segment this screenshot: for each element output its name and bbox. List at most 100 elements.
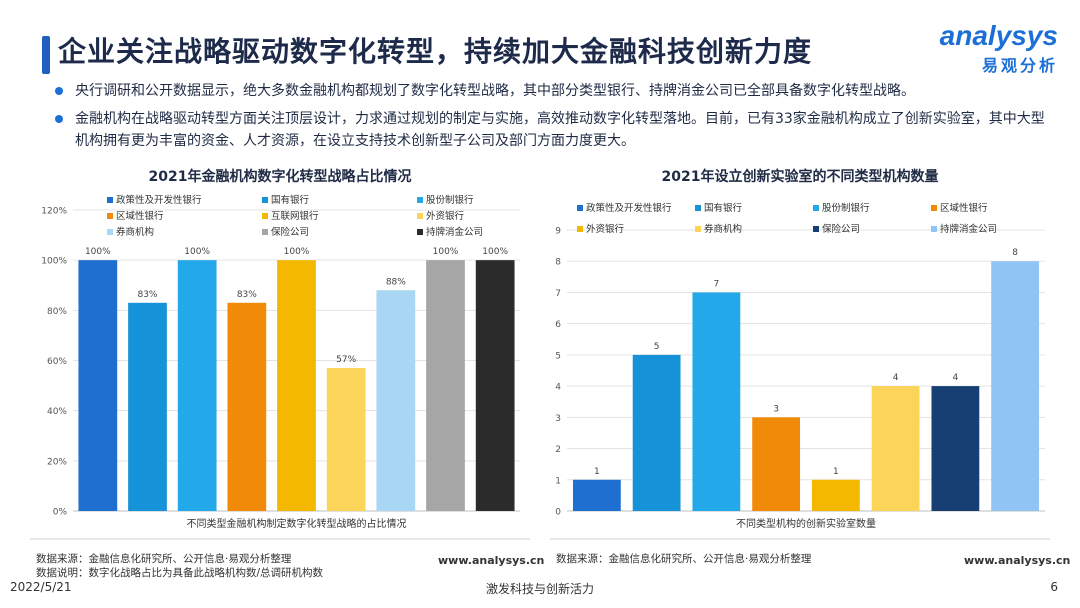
y-tick-label: 9: [555, 227, 561, 237]
left-source-line: 数据来源：金融信息化研究所、公开信息·易观分析整理: [36, 553, 292, 565]
y-tick-label: 0: [555, 508, 561, 518]
y-tick-label: 1: [555, 476, 561, 486]
legend-label: 保险公司: [822, 223, 860, 235]
left-note-line: 数据说明：数字化战略占比为具备此战略机构数/总调研机构数: [36, 567, 324, 579]
bar-value-label: 57%: [336, 355, 356, 365]
brand-logo: analysys 易观分析: [940, 22, 1058, 76]
legend-label: 政策性及开发性银行: [586, 202, 672, 214]
bar: [128, 302, 167, 511]
legend-label: 国有银行: [271, 194, 310, 206]
bar: [326, 368, 366, 511]
bar-value-label: 4: [953, 373, 959, 383]
y-tick-label: 5: [555, 351, 561, 361]
legend-swatch: [107, 197, 113, 203]
legend-label: 国有银行: [704, 202, 743, 214]
bar: [227, 302, 267, 511]
y-tick-label: 7: [555, 289, 561, 299]
legend-label: 区域性银行: [940, 202, 988, 214]
bar: [991, 261, 1040, 511]
page-number: 6: [1050, 580, 1058, 594]
bar: [752, 417, 801, 511]
bar: [277, 260, 316, 511]
right-source: 数据来源：金融信息化研究所、公开信息·易观分析整理: [556, 552, 811, 566]
y-tick-label: 20%: [47, 457, 67, 467]
legend-swatch: [262, 213, 268, 219]
right-site-link[interactable]: www.analysys.cn: [964, 554, 1071, 567]
left-chart-title: 2021年金融机构数字化转型战略占比情况: [148, 169, 412, 185]
left-source: 数据来源：金融信息化研究所、公开信息·易观分析整理 数据说明：数字化战略占比为具…: [36, 552, 323, 580]
legend-label: 保险公司: [271, 226, 309, 238]
legend-label: 券商机构: [116, 226, 154, 238]
legend-swatch: [262, 229, 268, 235]
bar: [177, 260, 217, 511]
y-tick-label: 120%: [41, 207, 67, 217]
bar-value-label: 100%: [85, 247, 111, 257]
logo-text-en: analysys: [939, 20, 1058, 51]
bar-value-label: 83%: [237, 290, 257, 300]
page-title: 企业关注战略驱动数字化转型，持续加大金融科技创新力度: [58, 35, 813, 68]
legend-swatch: [931, 226, 937, 232]
left-site-link[interactable]: www.analysys.cn: [438, 554, 545, 567]
footer-slogan: 激发科技与创新活力: [485, 582, 594, 596]
legend-swatch: [417, 197, 423, 203]
bar: [426, 260, 465, 511]
legend-swatch: [695, 226, 701, 232]
legend-label: 持牌消金公司: [940, 223, 997, 235]
legend-swatch: [107, 229, 113, 235]
y-tick-label: 80%: [47, 307, 67, 317]
bar-value-label: 88%: [386, 277, 406, 287]
legend-label: 股份制银行: [426, 194, 474, 206]
legend-label: 政策性及开发性银行: [116, 194, 202, 206]
y-tick-label: 100%: [41, 257, 67, 267]
y-tick-label: 4: [555, 383, 561, 393]
y-tick-label: 6: [555, 320, 561, 330]
bullet-item: 央行调研和公开数据显示，绝大多数金融机构都规划了数字化转型战略，其中部分类型银行…: [55, 80, 1045, 102]
legend-label: 券商机构: [704, 223, 742, 235]
bar: [572, 479, 621, 511]
legend-swatch: [107, 213, 113, 219]
bar-value-label: 100%: [433, 247, 459, 257]
legend-label: 外资银行: [426, 210, 465, 222]
y-tick-label: 40%: [47, 407, 67, 417]
legend-label: 持牌消金公司: [426, 226, 483, 238]
bar: [376, 290, 416, 511]
legend-swatch: [813, 226, 819, 232]
bar-value-label: 5: [654, 342, 660, 352]
legend-label: 外资银行: [586, 223, 625, 235]
legend-label: 互联网银行: [271, 210, 319, 222]
legend-swatch: [262, 197, 268, 203]
legend-swatch: [931, 205, 937, 211]
bar: [78, 260, 118, 511]
y-tick-label: 0%: [53, 508, 68, 518]
right-source-line: 数据来源：金融信息化研究所、公开信息·易观分析整理: [556, 553, 812, 565]
bar: [811, 479, 860, 511]
bullet-item: 金融机构在战略驱动转型方面关注顶层设计，力求通过规划的制定与实施，高效推动数字化…: [55, 108, 1045, 152]
bar-value-label: 7: [714, 279, 720, 289]
bullet-list: 央行调研和公开数据显示，绝大多数金融机构都规划了数字化转型战略，其中部分类型银行…: [55, 80, 1045, 158]
bar: [931, 386, 980, 511]
logo-text-cn: 易观分析: [981, 56, 1058, 75]
legend-swatch: [417, 213, 423, 219]
bar-value-label: 1: [594, 467, 600, 477]
legend-swatch: [695, 205, 701, 211]
bar-value-label: 83%: [137, 290, 157, 300]
footer-date: 2022/5/21: [10, 580, 72, 594]
y-tick-label: 60%: [47, 357, 67, 367]
bar-value-label: 1: [833, 467, 839, 477]
legend-swatch: [577, 226, 583, 232]
y-tick-label: 3: [555, 414, 561, 424]
legend-label: 股份制银行: [822, 202, 870, 214]
legend-swatch: [417, 229, 423, 235]
bar: [692, 292, 741, 511]
legend-label: 区域性银行: [116, 210, 164, 222]
bar-value-label: 8: [1012, 248, 1018, 258]
bar: [871, 386, 920, 511]
bar: [475, 260, 515, 511]
bar-value-label: 4: [893, 373, 899, 383]
bar-value-label: 100%: [482, 247, 508, 257]
title-accent-bar: [42, 36, 50, 74]
bar-value-label: 3: [773, 404, 779, 414]
right-bar-chart: 0 1 2 3 4 5 6 7 8 9 1 5 7 3 1 4 4 8 政策性及开发性银行 国有银行 股份制银行 区域性银…: [550, 202, 1050, 540]
y-tick-label: 2: [555, 445, 561, 455]
legend-swatch: [577, 205, 583, 211]
